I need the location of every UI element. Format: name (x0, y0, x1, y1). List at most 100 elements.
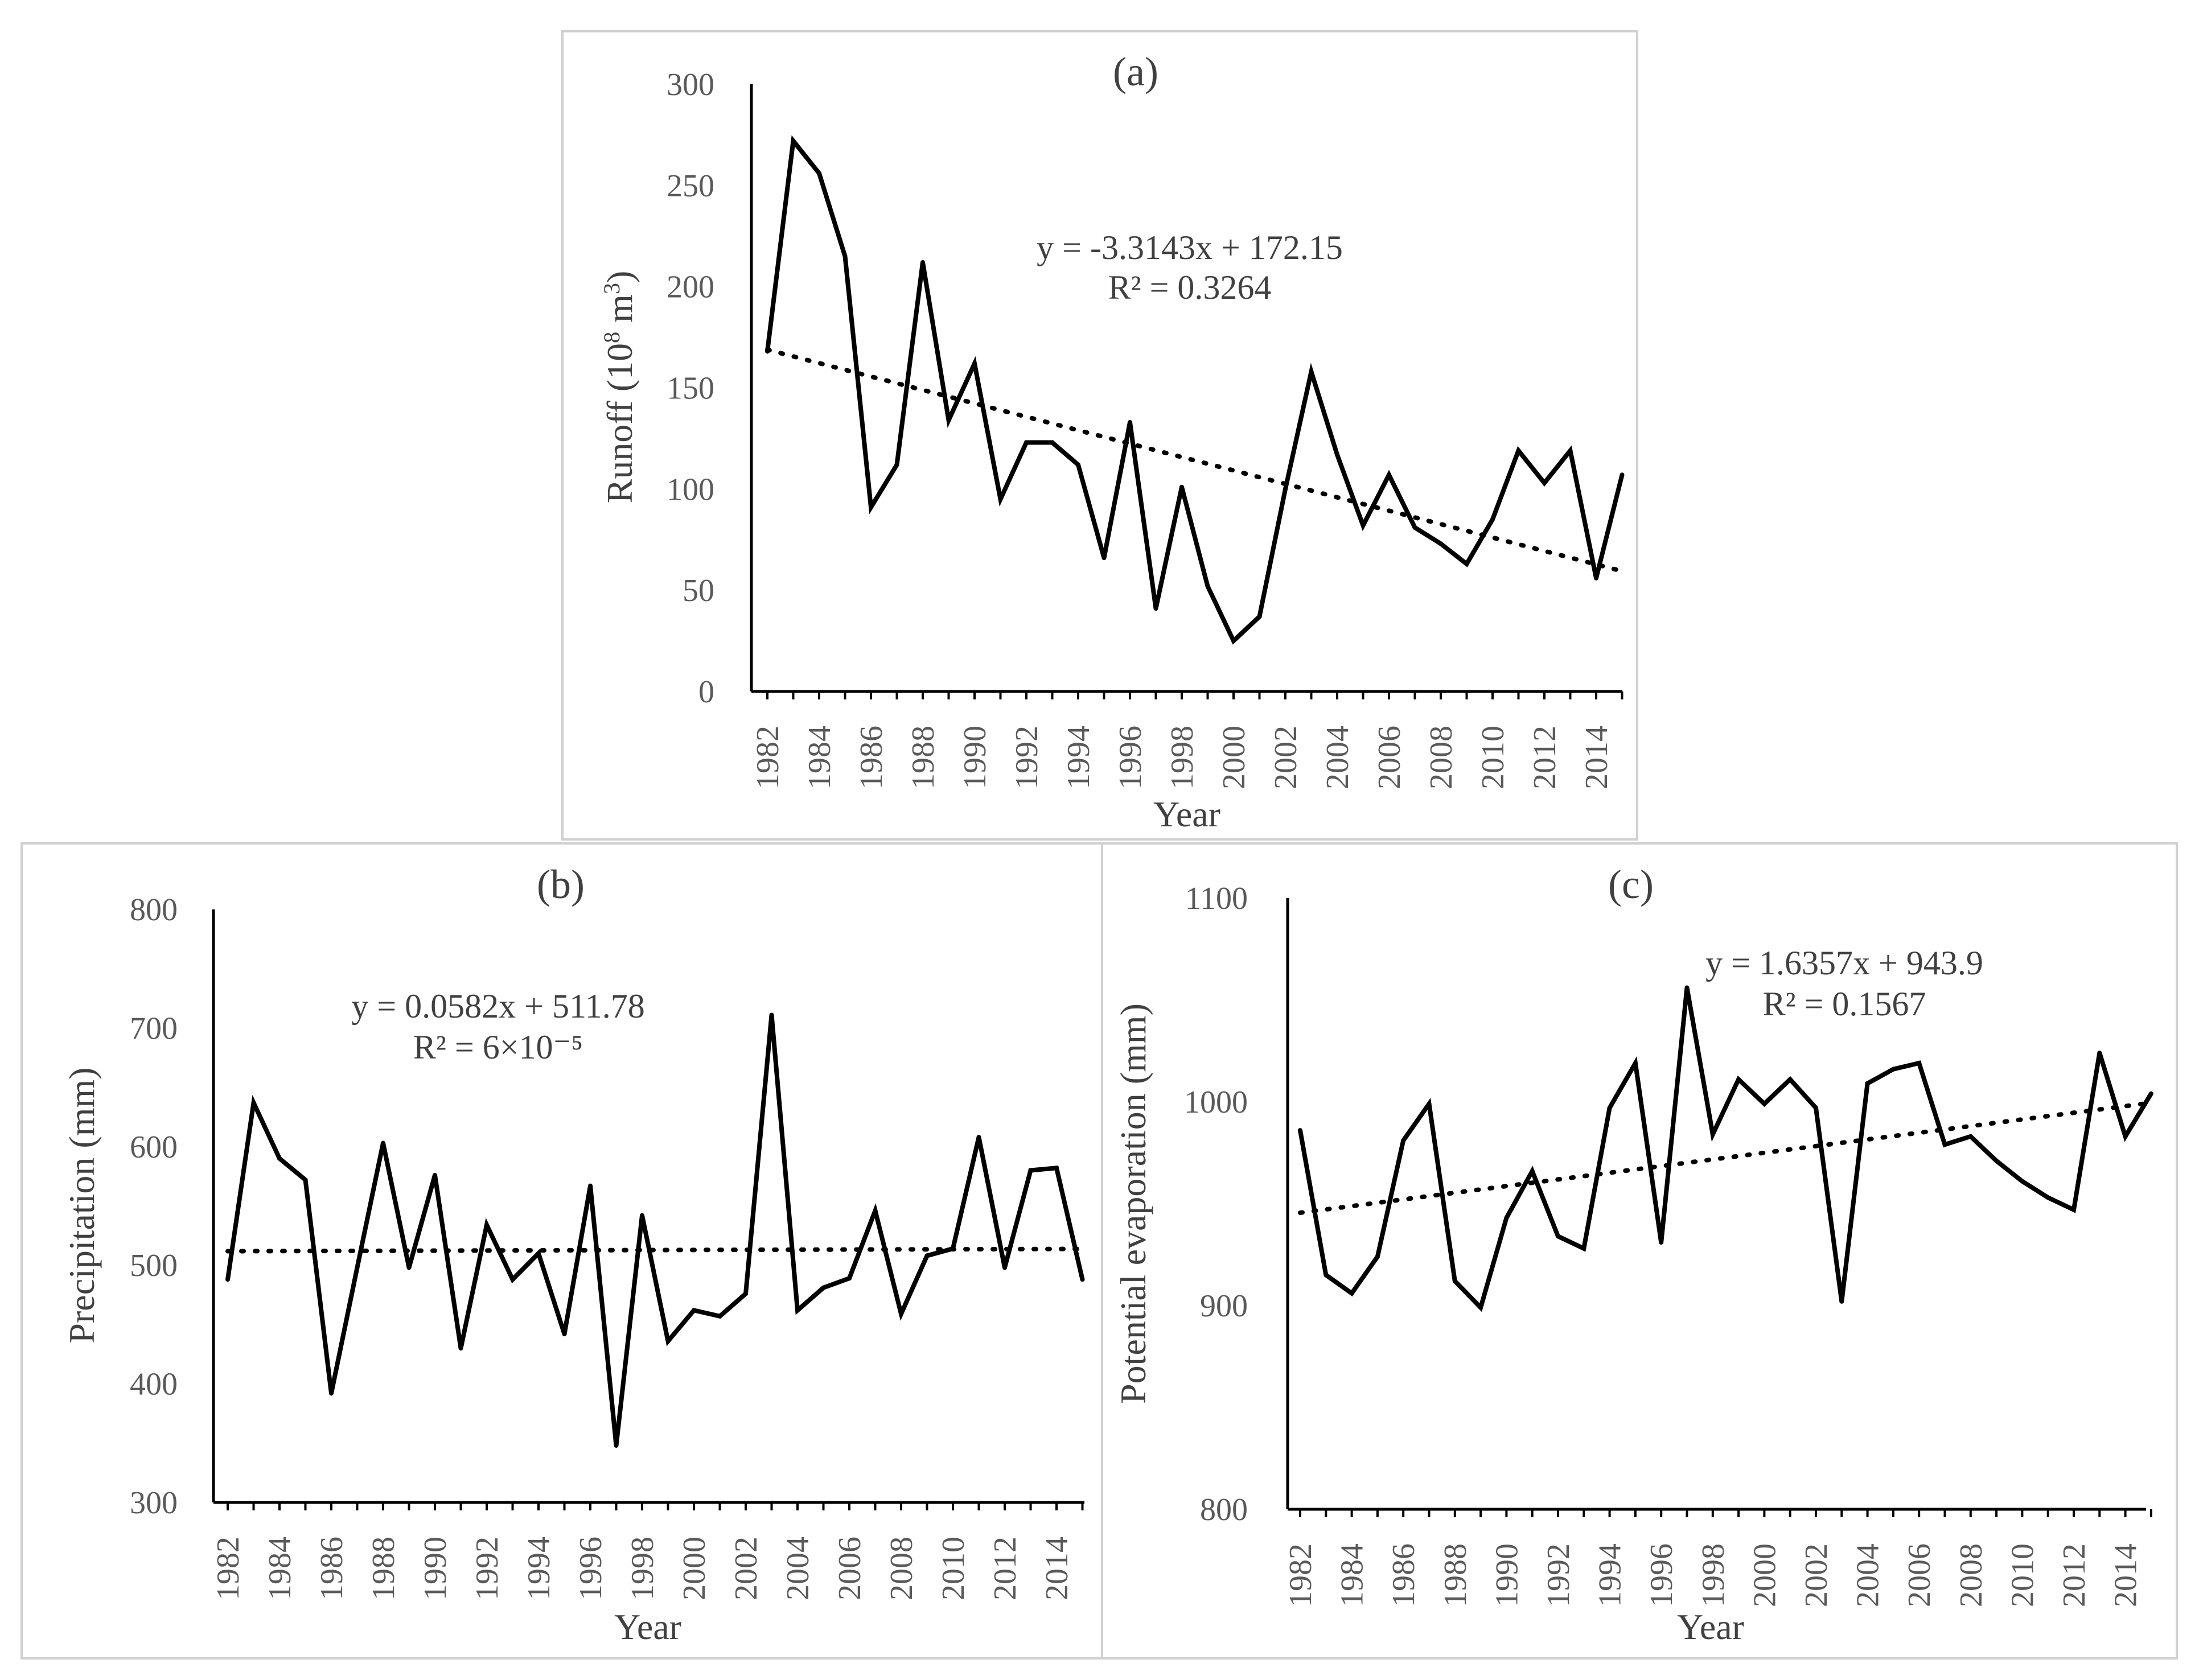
y-tick-label: 300 (130, 1485, 178, 1521)
panel-a-trend-line (765, 347, 1625, 574)
y-tick-label: 1100 (1185, 881, 1248, 916)
panel-a-frame (561, 30, 1638, 841)
x-tick-label: 2006 (1902, 1543, 1937, 1607)
panel-c-x-axis-title: Year (1677, 1607, 1744, 1647)
panel-b-x-ticks: 1982 1984 1986 1988 1990 1992 1994 1996 1998 2000… (211, 1502, 1084, 1600)
data-point (795, 1308, 800, 1313)
data-point (1620, 472, 1625, 477)
data-point (1387, 472, 1391, 477)
panel-a-trend-equation: y = -3.3143x + 172.15 (1037, 229, 1343, 266)
data-point (1323, 1273, 1329, 1278)
panel-a-x-axis-title: Year (1153, 794, 1220, 834)
data-point (329, 1391, 334, 1396)
x-tick-label: 1992 (1541, 1543, 1576, 1607)
y-tick-label: 300 (667, 67, 714, 102)
data-point (1024, 440, 1029, 445)
x-tick-label: 1998 (1696, 1543, 1731, 1607)
data-point (1710, 1132, 1715, 1137)
panel-a-runoff-series-line (765, 135, 1625, 645)
data-point (458, 1346, 463, 1351)
data-point (920, 260, 925, 265)
data-point (277, 1156, 282, 1161)
x-tick-label: 2004 (1320, 726, 1355, 789)
x-tick-label: 2004 (780, 1537, 816, 1600)
data-point (791, 138, 796, 143)
data-point (1581, 1246, 1586, 1251)
data-point (1438, 541, 1443, 546)
x-tick-label: 2002 (729, 1537, 764, 1600)
x-tick-label: 2014 (1039, 1537, 1075, 1600)
data-point (536, 1251, 541, 1256)
x-tick-label: 2006 (1372, 726, 1407, 789)
x-tick-label: 1994 (521, 1537, 557, 1600)
panel-c-evaporation-series-line (1298, 987, 2153, 1312)
data-point (842, 254, 848, 259)
data-point (1568, 448, 1573, 453)
x-tick-label: 1982 (1283, 1543, 1318, 1607)
x-tick-label: 1994 (1593, 1543, 1628, 1607)
y-tick-label: 150 (667, 371, 714, 406)
x-tick-label: 1984 (262, 1537, 298, 1600)
y-tick-label: 100 (667, 472, 714, 507)
panel-c-y-axis-title: Potential evaporation (mm) (1113, 1003, 1153, 1404)
y-tick-label: 500 (130, 1248, 178, 1283)
data-point (1309, 369, 1314, 374)
x-tick-label: 1990 (1489, 1543, 1524, 1607)
panel-c-r-squared: R² = 0.1567 (1763, 985, 1926, 1023)
panel-c-trend-line (1298, 1100, 2153, 1215)
x-tick-label: 2010 (936, 1537, 971, 1600)
x-tick-label: 1998 (625, 1537, 660, 1600)
data-point (2045, 1195, 2050, 1200)
y-tick-label: 250 (667, 168, 714, 204)
data-point (765, 349, 770, 354)
x-tick-label: 1988 (906, 726, 941, 789)
panel-a-y-axis-title-unit-exponent: 3 (599, 283, 624, 294)
data-point (1917, 1060, 1922, 1065)
data-point (1360, 523, 1366, 528)
x-tick-label: 1984 (1335, 1543, 1370, 1607)
y-tick-label: 800 (1200, 1492, 1248, 1527)
x-tick-label: 2012 (1527, 726, 1563, 789)
x-tick-label: 2014 (1579, 726, 1614, 789)
data-point (976, 1135, 981, 1140)
y-tick-label: 50 (683, 573, 714, 608)
data-point (1375, 1254, 1380, 1259)
data-point (924, 1253, 930, 1258)
data-point (2148, 1091, 2153, 1096)
data-point (303, 1177, 308, 1183)
panel-b-x-axis-title: Year (614, 1607, 681, 1647)
data-point (1257, 614, 1262, 619)
x-tick-label: 1998 (1165, 726, 1200, 789)
x-tick-label: 2002 (1268, 726, 1304, 789)
data-point (1412, 525, 1417, 530)
x-tick-label: 2006 (832, 1537, 868, 1600)
x-tick-label: 2010 (2005, 1543, 2040, 1607)
data-point (743, 1291, 748, 1296)
data-point (1028, 1168, 1033, 1173)
x-tick-label: 2010 (1475, 726, 1511, 789)
data-point (1633, 1060, 1638, 1065)
data-point (562, 1332, 567, 1337)
y-tick-label: 200 (667, 270, 714, 305)
panel-a-r-squared: R² = 0.3264 (1108, 269, 1272, 306)
panel-a-data-points (765, 138, 1625, 644)
x-tick-label: 1992 (1009, 726, 1045, 789)
data-point (1283, 487, 1288, 492)
data-point (1839, 1299, 1844, 1304)
data-point (665, 1339, 671, 1344)
data-point (894, 462, 899, 467)
panel-b-y-axis-title: Precipitation (mm) (61, 1067, 102, 1343)
data-point (1076, 462, 1080, 467)
panel-a-y-axis-title-main: Runoff (10 (599, 343, 640, 503)
data-point (899, 1311, 903, 1316)
data-point (1478, 1305, 1483, 1310)
data-point (998, 497, 1003, 502)
data-point (1298, 1128, 1302, 1133)
panel-c-title: (c) (1608, 862, 1654, 907)
panel-a-y-axis-title-exponent: 8 (599, 332, 624, 343)
y-tick-label: 700 (130, 1011, 178, 1046)
data-point (1128, 419, 1132, 425)
panel-a-y-axis-title-close: ) (599, 271, 640, 283)
data-point (1050, 440, 1055, 445)
